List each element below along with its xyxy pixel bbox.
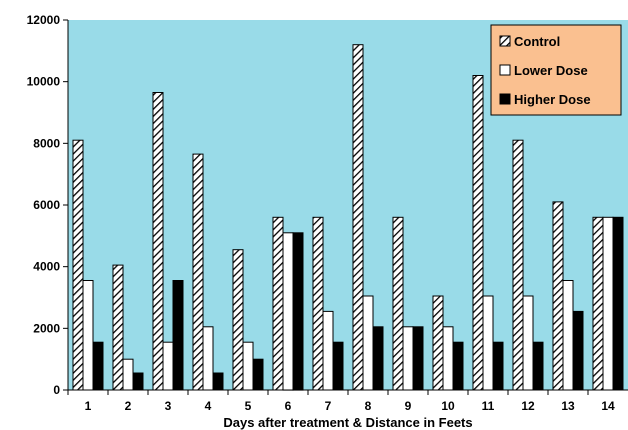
x-tick-label: 6 bbox=[285, 399, 292, 413]
bar-higher-dose-day-6 bbox=[292, 232, 304, 391]
bar-lower-dose-day-1 bbox=[82, 280, 94, 391]
x-axis-title: Days after treatment & Distance in Feets bbox=[223, 415, 472, 430]
legend: Control Lower Dose Higher Dose bbox=[490, 24, 622, 116]
bar-lower-dose-day-10 bbox=[442, 326, 454, 391]
bar-control-day-2 bbox=[112, 264, 124, 391]
bar-lower-dose-day-5 bbox=[242, 341, 254, 391]
bar-control-day-4 bbox=[192, 153, 204, 391]
bar-higher-dose-day-2 bbox=[132, 372, 144, 391]
bar-control-day-13 bbox=[552, 201, 564, 391]
bar-lower-dose-day-3 bbox=[162, 341, 174, 391]
legend-label-higher-dose: Higher Dose bbox=[514, 92, 591, 107]
bar-control-day-6 bbox=[272, 216, 284, 391]
bar-control-day-10 bbox=[432, 295, 444, 391]
bar-lower-dose-day-11 bbox=[482, 295, 494, 391]
x-tick-label: 5 bbox=[245, 399, 252, 413]
bar-lower-dose-day-7 bbox=[322, 310, 334, 391]
y-tick-label: 2000 bbox=[33, 321, 60, 335]
bar-higher-dose-day-3 bbox=[172, 280, 184, 391]
bar-lower-dose-day-12 bbox=[522, 295, 534, 391]
bar-control-day-1 bbox=[72, 139, 84, 391]
bar-higher-dose-day-13 bbox=[572, 310, 584, 391]
legend-box bbox=[490, 24, 622, 116]
bar-lower-dose-day-4 bbox=[202, 326, 214, 391]
legend-swatch-control bbox=[499, 35, 511, 47]
bar-control-day-12 bbox=[512, 139, 524, 391]
legend-label-lower-dose: Lower Dose bbox=[514, 63, 588, 78]
bar-higher-dose-day-8 bbox=[372, 326, 384, 391]
bar-higher-dose-day-9 bbox=[412, 326, 424, 391]
bar-control-day-3 bbox=[152, 92, 164, 391]
bar-control-day-11 bbox=[472, 75, 484, 391]
x-tick-label: 8 bbox=[365, 399, 372, 413]
x-tick-label: 9 bbox=[405, 399, 412, 413]
bar-higher-dose-day-11 bbox=[492, 341, 504, 391]
bar-lower-dose-day-6 bbox=[282, 232, 294, 391]
bar-higher-dose-day-1 bbox=[92, 341, 104, 391]
y-tick-label: 8000 bbox=[33, 136, 60, 150]
x-tick-label: 2 bbox=[125, 399, 132, 413]
y-tick-label: 6000 bbox=[33, 198, 60, 212]
legend-swatch-higher-dose bbox=[499, 93, 511, 105]
bar-lower-dose-day-2 bbox=[122, 358, 134, 391]
bar-lower-dose-day-13 bbox=[562, 280, 574, 391]
bar-lower-dose-day-8 bbox=[362, 295, 374, 391]
bar-control-day-7 bbox=[312, 216, 324, 391]
x-tick-label: 3 bbox=[165, 399, 172, 413]
bars-group bbox=[72, 44, 624, 391]
x-tick-label: 4 bbox=[205, 399, 212, 413]
legend-label-control: Control bbox=[514, 34, 560, 49]
x-tick-label: 13 bbox=[561, 399, 575, 413]
bar-higher-dose-day-5 bbox=[252, 358, 264, 391]
bar-higher-dose-day-12 bbox=[532, 341, 544, 391]
x-tick-label: 7 bbox=[325, 399, 332, 413]
x-tick-label: 14 bbox=[601, 399, 615, 413]
bar-higher-dose-day-4 bbox=[212, 372, 224, 391]
bar-lower-dose-day-9 bbox=[402, 326, 414, 391]
x-tick-label: 12 bbox=[521, 399, 535, 413]
x-tick-label: 1 bbox=[85, 399, 92, 413]
y-tick-label: 12000 bbox=[27, 13, 61, 27]
y-tick-label: 4000 bbox=[33, 260, 60, 274]
bar-higher-dose-day-7 bbox=[332, 341, 344, 391]
bar-lower-dose-day-14 bbox=[602, 216, 614, 391]
bar-control-day-5 bbox=[232, 249, 244, 391]
bar-higher-dose-day-10 bbox=[452, 341, 464, 391]
legend-swatch-lower-dose bbox=[499, 64, 511, 76]
bar-control-day-9 bbox=[392, 216, 404, 391]
y-tick-label: 0 bbox=[53, 383, 60, 397]
bar-higher-dose-day-14 bbox=[612, 216, 624, 391]
x-tick-label: 11 bbox=[482, 399, 495, 413]
y-tick-label: 10000 bbox=[27, 75, 61, 89]
x-tick-label: 10 bbox=[441, 399, 455, 413]
bar-control-day-14 bbox=[592, 216, 604, 391]
bar-control-day-8 bbox=[352, 44, 364, 391]
